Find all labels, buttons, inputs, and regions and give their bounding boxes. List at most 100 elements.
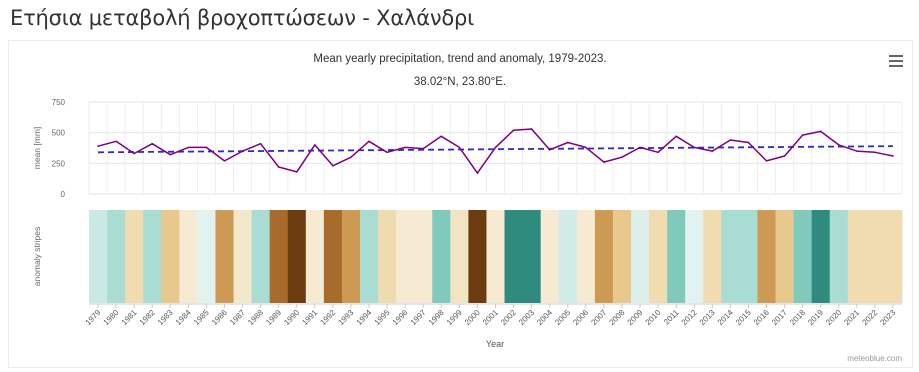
anomaly-stripe [233,210,252,303]
x-tick-label: 2012 [680,308,699,327]
x-tick-label: 1998 [427,308,446,327]
data-point [259,142,262,145]
precipitation-line [97,128,894,174]
data-point [566,141,569,144]
x-tick-label: 2011 [662,308,681,327]
x-tick-label: 1997 [409,308,428,327]
anomaly-stripe [883,210,903,303]
anomaly-stripe [558,210,578,303]
anomaly-stripe [649,210,668,303]
anomaly-stripe [251,210,271,303]
data-point [241,150,244,152]
x-tick-label: 2000 [463,308,482,327]
x-tick-label: 1995 [373,308,392,327]
x-tick-label: 2007 [589,308,608,327]
anomaly-stripe [323,210,343,303]
x-tick-label: 1981 [120,308,139,327]
x-tick-label: 2008 [607,308,626,327]
x-tick-label: 2001 [481,308,500,327]
x-tick-label: 2020 [824,308,843,327]
x-tick-label: 1990 [282,308,301,327]
x-tick-label: 2018 [788,308,807,327]
data-point [837,144,840,146]
x-tick-label: 2003 [517,308,536,327]
x-tick-label: 1989 [264,308,283,327]
precipitation-chart: Mean yearly precipitation, trend and ano… [32,53,903,363]
data-point [874,151,876,154]
x-tick-label: 1980 [102,308,121,327]
data-point [368,140,370,143]
data-point [151,142,154,145]
anomaly-stripe [721,210,740,303]
y-tick-label: 0 [61,190,66,199]
anomaly-stripe [450,210,469,303]
data-point [819,130,822,133]
data-point [675,135,677,138]
anomaly-stripe [631,210,650,303]
data-point [765,160,768,162]
anomaly-stripe [378,210,397,303]
data-point [350,156,352,158]
x-tick-label: 1979 [83,308,102,327]
anomaly-stripe [757,210,776,303]
x-tick-label: 1988 [246,308,265,327]
data-point [783,155,786,157]
x-tick-label: 1985 [192,308,211,327]
anomaly-stripe [107,210,126,303]
data-point [205,146,208,149]
data-point [314,144,316,146]
anomaly-stripe [811,210,831,303]
x-tick-label: 1994 [354,308,373,327]
x-tick-label: 2013 [698,308,717,327]
anomaly-stripe [793,210,813,303]
chart-card: Mean yearly precipitation, trend and ano… [8,40,913,368]
x-axis-label: Year [486,339,504,349]
anomaly-stripe [215,210,234,303]
data-point [295,171,298,173]
y-tick-label: 500 [52,129,66,138]
data-point [801,134,804,136]
x-tick-label: 1993 [336,308,355,327]
data-point [711,150,714,152]
data-point [530,128,533,130]
anomaly-stripe [685,210,704,303]
data-point [512,129,515,132]
x-tick-label: 2015 [734,308,753,327]
x-tick-label: 2010 [644,308,663,327]
data-point [729,139,732,141]
x-tick-label: 2022 [860,308,879,327]
hamburger-menu-icon[interactable] [889,55,903,67]
anomaly-stripe [360,210,379,303]
x-tick-label: 2017 [770,308,789,327]
anomaly-stripe [468,210,487,303]
x-tick-label: 2004 [535,308,554,327]
data-point [548,149,551,151]
data-point [97,145,99,147]
data-point [133,152,135,155]
x-tick-label: 1983 [156,308,175,327]
y-axis-label: mean [mm] [32,127,42,170]
anomaly-stripe [504,210,523,303]
y-tick-label: 750 [52,98,66,107]
x-tick-label: 2021 [842,308,861,327]
data-point [621,156,623,158]
x-tick-label: 1987 [228,308,247,327]
chart-subtitle: 38.02°N, 23.80°E. [414,76,506,88]
data-point [494,146,497,149]
data-point [404,146,406,149]
x-tick-label: 2016 [752,308,771,327]
anomaly-stripe [594,210,614,303]
anomaly-stripe [179,210,198,303]
stripes-label: anomaly stripes [32,227,42,287]
anomaly-stripe [829,210,849,303]
anomaly-stripe [197,210,216,303]
anomaly-stripe [522,210,542,303]
anomaly-stripe [396,210,415,303]
data-point [639,146,641,149]
data-point [476,172,479,174]
anomaly-stripe [703,210,722,303]
x-tick-label: 2005 [553,308,572,327]
anomaly-stripe [414,210,433,303]
data-point [458,146,461,149]
data-point [277,166,280,168]
